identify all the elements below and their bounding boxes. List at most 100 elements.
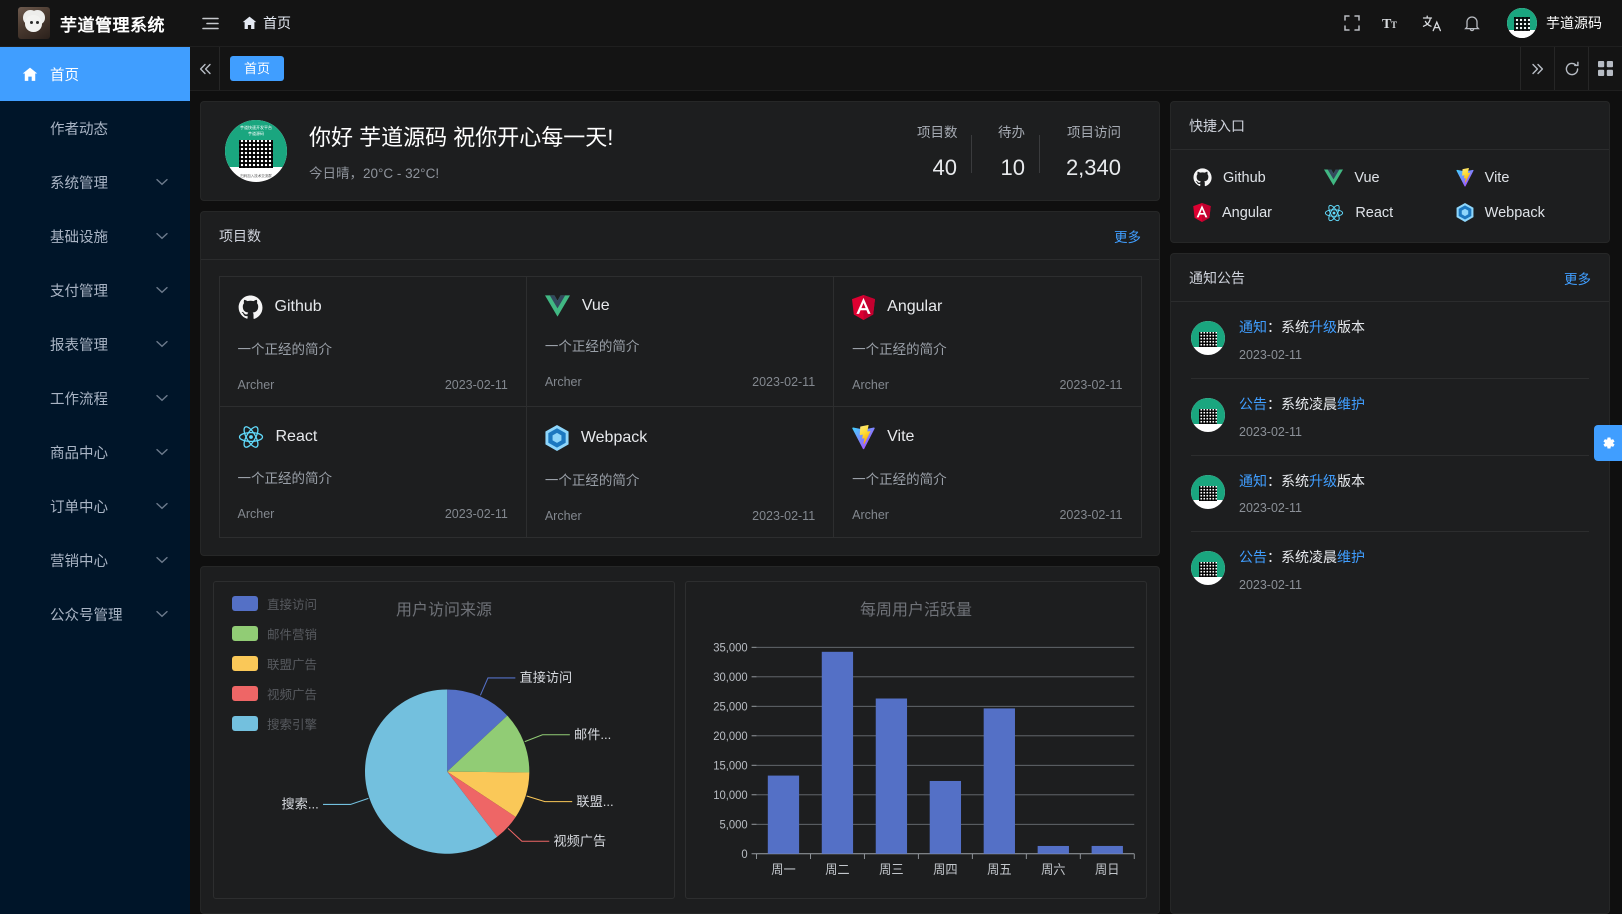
quick-entry-header: 快捷入口	[1171, 102, 1609, 150]
notices-more-link[interactable]: 更多	[1564, 271, 1591, 287]
bar-chart-canvas: 0 5,000 10,000 15,000 20,000 25,000 30,000 35,0…	[713, 641, 1135, 877]
sidebar-item-mp[interactable]: 公众号管理	[0, 587, 190, 641]
sidebar-item-system[interactable]: 系统管理	[0, 155, 190, 209]
legend-item[interactable]: 搜索引擎	[232, 714, 317, 733]
legend-item[interactable]: 联盟广告	[232, 654, 317, 673]
avatar	[1507, 8, 1537, 38]
github-icon	[1193, 168, 1212, 187]
notice-item[interactable]: 公告：系统凌晨维护 2023-02-11	[1191, 532, 1589, 608]
sidebar-item-workflow[interactable]: 工作流程	[0, 371, 190, 425]
project-author: Archer	[544, 374, 582, 389]
notice-item[interactable]: 公告：系统凌晨维护 2023-02-11	[1191, 379, 1589, 456]
top-header: 芋道管理系统 首页 T T	[0, 0, 1622, 47]
project-date: 2023-02-11	[752, 374, 816, 389]
quick-entry-vite[interactable]: Vite	[1456, 168, 1587, 187]
y-tick-label: 30,000	[713, 671, 748, 684]
home-icon	[22, 67, 42, 82]
sidebar-item-author-news[interactable]: 作者动态	[0, 101, 190, 155]
sidebar-item-label: 基础设施	[50, 229, 108, 246]
notice-highlight: 维护	[1337, 395, 1365, 412]
projects-more-link[interactable]: 更多	[1114, 229, 1141, 245]
chevron-double-right-icon[interactable]	[1520, 47, 1554, 90]
legend-label: 直接访问	[267, 598, 318, 612]
menu-icon[interactable]	[190, 0, 230, 47]
font-size-icon[interactable]: T T	[1373, 0, 1411, 47]
notice-prefix: 通知	[1239, 319, 1267, 335]
pie-slice[interactable]	[365, 689, 498, 854]
pie-slice[interactable]	[447, 771, 530, 817]
stat-visits: 项目访问 2,340	[1039, 121, 1135, 181]
quick-entry-webpack[interactable]: Webpack	[1456, 203, 1587, 222]
pie-slice[interactable]	[447, 715, 530, 773]
bar[interactable]	[875, 698, 908, 854]
pie-leader-line	[323, 797, 369, 805]
sidebar-item-product[interactable]: 商品中心	[0, 425, 190, 479]
pie-slice[interactable]	[447, 771, 516, 837]
project-card-webpack[interactable]: Webpack 一个正经的简介 Archer 2023-02-11	[525, 405, 835, 538]
y-tick-label: 5,000	[720, 818, 749, 831]
notice-item[interactable]: 通知：系统升级版本 2023-02-11	[1191, 302, 1589, 379]
angular-icon	[852, 294, 876, 320]
sidebar-item-home[interactable]: 首页	[0, 47, 190, 101]
vite-icon	[852, 424, 875, 450]
sidebar-item-payment[interactable]: 支付管理	[0, 263, 190, 317]
legend-item[interactable]: 视频广告	[232, 684, 317, 703]
project-card-react[interactable]: React 一个正经的简介 Archer 2023-02-11	[218, 405, 527, 538]
project-card-vue[interactable]: Vue 一个正经的简介 Archer 2023-02-11	[525, 275, 835, 407]
breadcrumb-home[interactable]: 首页	[230, 0, 303, 47]
bar[interactable]	[767, 775, 800, 854]
sidebar-item-marketing[interactable]: 营销中心	[0, 533, 190, 587]
legend-item[interactable]: 直接访问	[232, 594, 317, 613]
translate-icon[interactable]	[1413, 0, 1451, 47]
tab-home[interactable]: 首页	[230, 56, 285, 81]
project-card-angular[interactable]: Angular 一个正经的简介 Archer 2023-02-11	[833, 275, 1142, 407]
y-tick-label: 25,000	[713, 700, 748, 713]
pie-callout-label: 搜索...	[282, 797, 319, 812]
refresh-icon[interactable]	[1554, 47, 1588, 90]
project-desc: 一个正经的简介	[237, 341, 333, 357]
pie-slice[interactable]	[447, 689, 508, 772]
legend-item[interactable]: 邮件营销	[232, 624, 317, 643]
quick-entry-label: React	[1355, 204, 1394, 221]
sidebar-item-infra[interactable]: 基础设施	[0, 209, 190, 263]
notice-highlight: 维护	[1337, 549, 1365, 566]
bar[interactable]	[1037, 845, 1069, 854]
notices-header: 通知公告 更多	[1171, 254, 1609, 302]
legend-swatch	[232, 716, 258, 731]
bar[interactable]	[1091, 845, 1123, 854]
project-author: Archer	[852, 377, 889, 392]
banner-avatar: 芋道快速开发平台 芋道源码 扫码加入技术交流群	[225, 120, 287, 182]
svg-text:T: T	[1382, 17, 1392, 31]
project-desc: 一个正经的简介	[852, 341, 947, 357]
grid-icon[interactable]	[1588, 47, 1622, 90]
brand[interactable]: 芋道管理系统	[0, 7, 190, 39]
quick-entry-vue[interactable]: Vue	[1324, 168, 1455, 187]
project-date: 2023-02-11	[444, 506, 508, 521]
quick-entry-angular[interactable]: Angular	[1193, 203, 1324, 222]
bar[interactable]	[821, 651, 854, 854]
notice-prefix: 公告	[1239, 549, 1267, 566]
quick-entry-react[interactable]: React	[1324, 203, 1455, 222]
sidebar-item-order[interactable]: 订单中心	[0, 479, 190, 533]
fullscreen-icon[interactable]	[1333, 0, 1371, 47]
vue-icon	[544, 294, 570, 317]
notice-date: 2023-02-11	[1239, 347, 1303, 362]
quick-entry-github[interactable]: Github	[1193, 168, 1324, 187]
bar[interactable]	[983, 708, 1015, 854]
project-card-github[interactable]: Github 一个正经的简介 Archer 2023-02-11	[218, 275, 527, 407]
chevron-double-left-icon[interactable]	[190, 47, 220, 90]
weather-text: 今日晴，20°C - 32°C!	[309, 166, 440, 181]
notice-prefix: 公告	[1239, 395, 1267, 412]
bar[interactable]	[929, 780, 962, 854]
github-icon	[238, 295, 263, 320]
bell-icon[interactable]	[1453, 0, 1491, 47]
y-tick-label: 20,000	[713, 730, 748, 743]
user-menu[interactable]: 芋道源码	[1493, 8, 1608, 38]
settings-drawer-button[interactable]	[1594, 425, 1622, 461]
sidebar-item-report[interactable]: 报表管理	[0, 317, 190, 371]
notice-item[interactable]: 通知：系统升级版本 2023-02-11	[1191, 456, 1589, 533]
project-card-vite[interactable]: Vite 一个正经的简介 Archer 2023-02-11	[833, 405, 1142, 538]
stat-label: 项目数	[917, 125, 958, 140]
pie-chart: 用户访问来源 直接访问 邮件营销	[213, 581, 675, 899]
